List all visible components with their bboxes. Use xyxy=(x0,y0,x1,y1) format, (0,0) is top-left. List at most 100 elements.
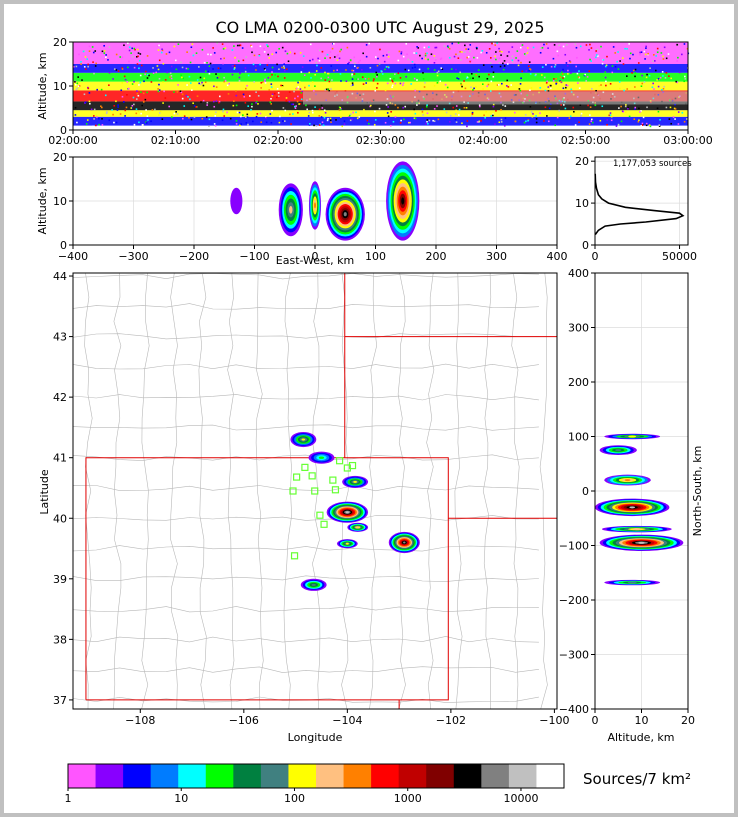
density-blob xyxy=(314,202,316,209)
north-south-density xyxy=(595,433,684,586)
station-marker xyxy=(316,511,324,519)
station-marker xyxy=(293,473,301,481)
east-west-ytick: 10 xyxy=(53,195,67,208)
colorbar-tick: 100 xyxy=(284,792,305,805)
altitude-band xyxy=(73,116,688,126)
altitude-band xyxy=(73,42,688,64)
density-blob xyxy=(318,456,325,459)
colorbar-cell xyxy=(508,764,537,788)
lma-stations xyxy=(289,457,357,560)
east-west-xtick: 400 xyxy=(547,250,568,263)
east-west-ylabel: Altitude, km xyxy=(36,167,49,234)
time-altitude-panel: 0 10 20 02:00:00 02:10:00 02:20:00 02:30:00 02:… xyxy=(36,36,713,147)
plan-view-frame xyxy=(72,272,558,710)
station-marker xyxy=(320,520,328,528)
plan-view-xlabel: Longitude xyxy=(288,731,343,744)
colorbar-cell xyxy=(260,764,289,788)
latitude-tick: 42 xyxy=(53,391,67,404)
density-blob xyxy=(628,435,637,438)
colorbar-cell xyxy=(95,764,124,788)
east-west-xtick: −200 xyxy=(179,250,209,263)
county-line xyxy=(73,545,539,552)
time-altitude-ytick: 10 xyxy=(53,80,67,93)
time-altitude-xtick: 02:10:00 xyxy=(151,134,200,147)
colorbar-frame xyxy=(67,763,565,789)
density-blob xyxy=(627,581,637,584)
county-line xyxy=(312,273,321,709)
time-altitude-xtick: 02:30:00 xyxy=(356,134,405,147)
ns-altitude-tick: 20 xyxy=(681,714,695,727)
colorbar: 1 10 100 1000 10000 Sources/7 km² xyxy=(65,763,691,805)
density-blob xyxy=(233,194,240,208)
time-altitude-xtick: 02:00:00 xyxy=(48,134,97,147)
plan-view-ylabel: Latitude xyxy=(38,469,51,515)
north-south-tick: 300 xyxy=(568,322,589,335)
station-marker xyxy=(289,487,297,495)
east-west-ytick: 20 xyxy=(53,151,67,164)
colorbar-cell xyxy=(453,764,482,788)
east-west-xtick: −400 xyxy=(58,250,88,263)
dense-core xyxy=(303,91,688,105)
east-west-density xyxy=(230,161,420,241)
county-line xyxy=(255,273,264,709)
colorbar-cell xyxy=(233,764,262,788)
county-line xyxy=(73,575,539,582)
colorbar-tick: 10 xyxy=(174,792,188,805)
state-boundaries xyxy=(85,273,557,709)
histogram-xtick: 50000 xyxy=(662,250,697,263)
colorbar-cell xyxy=(371,764,400,788)
longitude-tick: −104 xyxy=(332,714,362,727)
figure: CO LMA 0200-0300 UTC August 29, 2025 0 10… xyxy=(4,4,734,813)
east-west-xtick: 100 xyxy=(365,250,386,263)
altitude-band xyxy=(73,64,688,73)
altitude-band xyxy=(73,110,688,117)
north-south-xlabel: Altitude, km xyxy=(607,731,674,744)
latitude-tick: 40 xyxy=(53,512,67,525)
altitude-band xyxy=(73,72,688,82)
time-altitude-ytick: 0 xyxy=(60,124,67,137)
county-line xyxy=(73,484,539,492)
north-south-tick: 200 xyxy=(568,376,589,389)
station-marker xyxy=(301,463,309,471)
time-altitude-frame xyxy=(72,41,689,131)
station-marker xyxy=(311,487,319,495)
east-west-ytick: 0 xyxy=(60,239,67,252)
east-west-frame xyxy=(72,156,558,246)
latitude-tick: 38 xyxy=(53,633,67,646)
colorbar-cell xyxy=(426,764,455,788)
latitude-tick: 37 xyxy=(53,694,67,707)
plan-view-panel: −108 −106 −104 −102 −100 37 38 39 40 41 42 43 44 Lon… xyxy=(38,270,570,744)
density-blob xyxy=(345,542,349,545)
altitude-histogram-line xyxy=(594,173,685,235)
east-west-xtick: 0 xyxy=(312,250,319,263)
colorbar-tick: 1000 xyxy=(394,792,422,805)
colorbar-cell xyxy=(205,764,234,788)
density-blob xyxy=(311,583,316,586)
colorbar-cell xyxy=(68,764,97,788)
north-south-panel: 0 10 20 −400 −300 −200 −100 0 100 200 300 400 Altit… xyxy=(559,267,704,744)
chart-title: CO LMA 0200-0300 UTC August 29, 2025 xyxy=(215,18,544,37)
east-west-xlabel: East-West, km xyxy=(276,254,354,267)
colorbar-label: Sources/7 km² xyxy=(583,770,691,788)
time-altitude-density xyxy=(73,42,690,128)
county-line xyxy=(227,273,235,709)
density-blob xyxy=(345,511,349,514)
time-altitude-xtick: 02:50:00 xyxy=(561,134,610,147)
density-blob xyxy=(353,480,357,483)
county-line xyxy=(73,363,539,370)
county-line xyxy=(198,273,207,709)
density-blob xyxy=(632,528,642,531)
time-altitude-xtick: 03:00:00 xyxy=(663,134,712,147)
county-line xyxy=(73,606,539,613)
colorbar-cell xyxy=(343,764,372,788)
density-blob xyxy=(638,541,645,544)
colorbar-cell xyxy=(481,764,510,788)
density-blob xyxy=(289,206,293,214)
altitude-histogram-panel: 0 10 20 0 50000 1,177,053 sources xyxy=(575,155,697,263)
station-marker xyxy=(308,472,316,480)
east-west-xtick: −300 xyxy=(118,250,148,263)
latitude-tick: 44 xyxy=(53,270,67,283)
station-marker xyxy=(335,457,344,465)
time-altitude-ytick: 20 xyxy=(53,36,67,49)
county-line xyxy=(73,666,539,673)
